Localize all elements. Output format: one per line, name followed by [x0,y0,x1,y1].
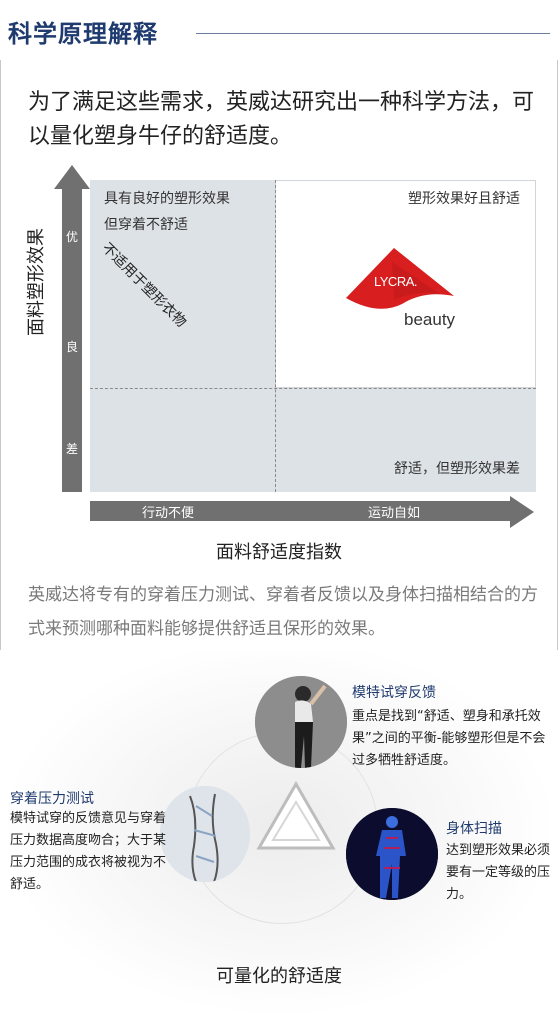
lycra-sub-text: beauty [404,310,456,329]
quadrant-label-bottom-right: 舒适，但塑形效果差 [394,461,520,477]
pressure-test-title: 穿着压力测试 [10,791,94,807]
y-tick-high: 优 [65,230,78,244]
header-divider [196,33,550,34]
lycra-beauty-logo: LYCRA. beauty [344,244,456,334]
lycra-brand-text: LYCRA. [374,274,418,289]
section-header: 科学原理解释 [0,0,558,60]
quadrant-top-left [90,180,275,388]
y-axis-label: 面料塑形效果 [26,228,47,336]
lycra-swoosh-icon [346,248,454,309]
y-tick-mid: 良 [65,340,78,354]
vertical-divider [275,180,276,492]
model-feedback-title: 模特试穿反馈 [352,685,436,701]
diagram-caption: 可量化的舒适度 [216,966,342,987]
quadrant-label-top-left-2: 但穿着不舒适 [104,217,188,233]
x-axis-label: 面料舒适度指数 [216,542,342,563]
horizontal-divider [90,388,536,389]
body-scan-text: 达到塑形效果必须要有一定等级的压力。 [446,843,551,902]
y-tick-low: 差 [65,442,78,456]
body-scan-title: 身体扫描 [446,821,502,837]
x-tick-high: 运动自如 [368,506,421,521]
quadrant-chart: 具有良好的塑形效果 但穿着不舒适 塑形效果好且舒适 舒适，但塑形效果差 LYCR… [90,180,536,492]
x-tick-low: 行动不便 [142,506,195,521]
triangle-icon [256,781,336,850]
comfort-method-diagram: 模特试穿反馈 重点是找到“舒适、塑身和承托效果”之间的平衡-能够塑形但是不会过多… [0,652,558,1018]
model-feedback-text: 重点是找到“舒适、塑身和承托效果”之间的平衡-能够塑形但是不会过多牺牲舒适度。 [352,709,546,768]
intro-text: 为了满足这些需求，英威达研究出一种科学方法，可以量化塑身牛仔的舒适度。 [28,90,535,149]
quadrant-bottom-left [90,388,275,492]
body-scan-photo [346,808,438,900]
model-photo [255,676,347,768]
x-axis-bar [90,501,510,521]
quadrant-bottom-right [275,388,536,492]
quadrant-label-top-left-1: 具有良好的塑形效果 [104,191,230,207]
quadrant-label-top-right: 塑形效果好且舒适 [408,191,520,207]
section-title: 科学原理解释 [8,20,158,48]
pressure-scan-photo [160,786,250,882]
y-axis-bar [62,180,82,492]
pressure-test-text: 模特试穿的反馈意见与穿着压力数据高度吻合；大于某压力范围的成衣将被视为不舒适。 [10,811,167,892]
x-axis-arrow-icon [510,496,534,528]
method-description: 英威达将专有的穿着压力测试、穿着者反馈以及身体扫描相结合的方式来预测哪种面料能够… [28,585,538,639]
